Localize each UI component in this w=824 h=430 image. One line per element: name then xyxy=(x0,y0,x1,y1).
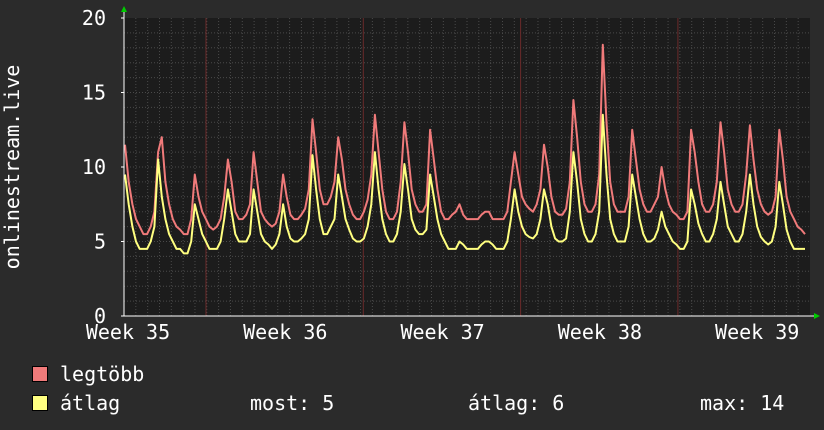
x-tick-label: Week 37 xyxy=(400,320,484,344)
grid xyxy=(124,18,810,316)
y-tick-label: 20 xyxy=(82,6,106,30)
stat-max-value: 14 xyxy=(760,391,785,415)
stat-now-value: 5 xyxy=(322,391,335,415)
stat-avg-value: 6 xyxy=(552,391,565,415)
y-tick-label: 10 xyxy=(82,155,106,179)
stat-avg-label: átlag: xyxy=(468,391,541,415)
stat-max-label: max: xyxy=(700,391,749,415)
y-axis-arrow-icon xyxy=(121,6,127,12)
legend-label-max: legtöbb xyxy=(60,362,145,386)
series-group xyxy=(124,43,806,255)
legend-item-avg: átlag xyxy=(32,393,120,413)
x-tick-label: Week 39 xyxy=(715,320,799,344)
x-tick-label: Week 38 xyxy=(558,320,642,344)
axes xyxy=(121,6,820,319)
y-axis-label: onlinestream.live xyxy=(0,65,24,270)
series-line-avg xyxy=(124,113,805,255)
legend-swatch-avg xyxy=(32,395,48,411)
stat-max: max: 14 xyxy=(700,393,784,413)
legend-item-max: legtöbb xyxy=(32,364,144,384)
y-tick-label: 15 xyxy=(82,81,106,105)
legend-swatch-max xyxy=(32,366,48,382)
x-tick-label: Week 35 xyxy=(86,320,170,344)
y-tick-label: 0 xyxy=(94,304,106,328)
legend-label-avg: átlag xyxy=(60,391,121,415)
stat-now-label: most: xyxy=(250,391,311,415)
series-line-max xyxy=(124,43,806,236)
stat-now: most: 5 xyxy=(250,393,334,413)
stat-avg: átlag: 6 xyxy=(468,393,564,413)
y-tick-label: 5 xyxy=(94,230,106,254)
x-tick-label: Week 36 xyxy=(243,320,327,344)
x-axis-arrow-icon xyxy=(814,313,820,319)
